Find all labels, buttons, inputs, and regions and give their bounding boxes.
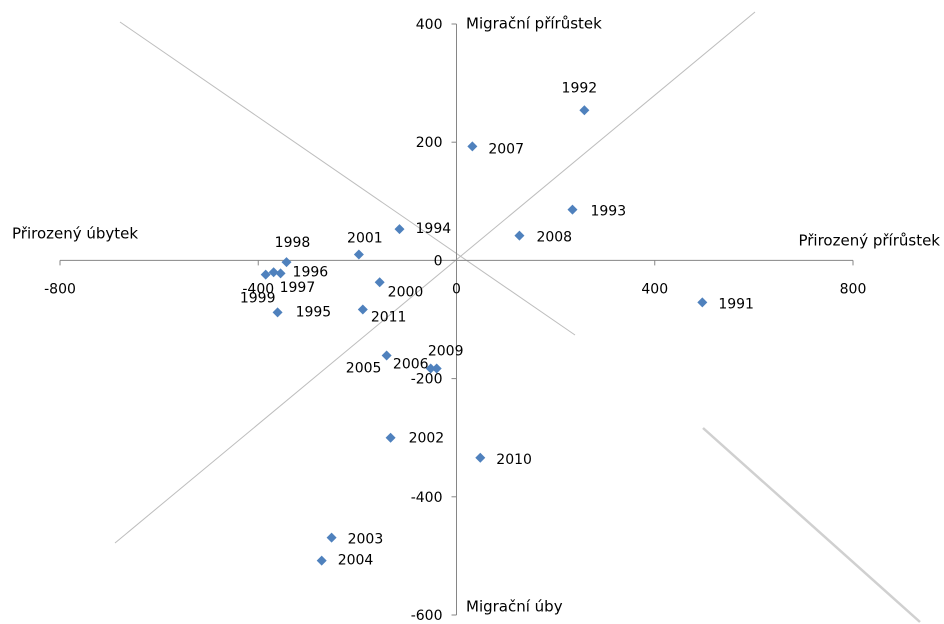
point — [272, 307, 283, 318]
x-tick-label: 400 — [641, 281, 668, 297]
point — [281, 257, 292, 268]
x-tick-label: -800 — [44, 281, 76, 297]
point — [579, 105, 590, 116]
point — [260, 269, 271, 280]
point — [697, 297, 708, 308]
point — [567, 204, 578, 215]
point — [467, 141, 478, 152]
y-tick-label: -200 — [411, 372, 443, 388]
point-label: 1992 — [562, 80, 598, 96]
y-tick-label: 400 — [416, 17, 443, 33]
point-label: 1998 — [275, 235, 311, 251]
point — [514, 230, 525, 241]
point-label: 2003 — [348, 532, 384, 548]
point-label: 2011 — [371, 309, 407, 325]
point-label: 2001 — [347, 230, 383, 246]
point — [385, 432, 396, 443]
y-axis-label-top: Migrační přírůstek — [466, 15, 602, 33]
point-label: 2007 — [488, 141, 524, 157]
diagonal-line — [119, 21, 576, 336]
point-label: 1996 — [293, 264, 329, 280]
point-label: 2008 — [536, 230, 572, 246]
point-label: 2000 — [388, 284, 424, 300]
point-label: 1995 — [296, 304, 332, 320]
point — [326, 532, 337, 543]
point-label: 2006 — [393, 357, 429, 373]
point — [475, 452, 486, 463]
point — [316, 555, 327, 566]
x-tick-label: 0 — [452, 281, 461, 297]
point-label: 2010 — [496, 452, 532, 468]
point-label: 1993 — [590, 204, 626, 220]
point — [374, 277, 385, 288]
y-axis-label-bottom: Migrační úby — [466, 598, 563, 616]
point — [425, 363, 436, 374]
point-label: 2004 — [338, 553, 374, 569]
point-label: 1994 — [416, 221, 452, 237]
point — [275, 268, 286, 279]
point — [431, 363, 442, 374]
y-tick-label: -400 — [411, 490, 443, 506]
y-tick-label: -600 — [411, 608, 443, 624]
point — [353, 249, 364, 260]
y-tick-label: 200 — [416, 135, 443, 151]
point — [357, 304, 368, 315]
point-label: 1997 — [280, 280, 316, 296]
point — [268, 267, 279, 278]
x-tick-label: 800 — [840, 281, 867, 297]
point-label: 2005 — [346, 361, 382, 377]
point-label: 2009 — [428, 344, 464, 360]
point — [394, 224, 405, 235]
point — [381, 350, 392, 361]
x-tick-label: -400 — [242, 281, 274, 297]
x-axis-label-right: Přirozený přírůstek — [798, 232, 940, 250]
x-axis-label-left: Přirozený úbytek — [12, 225, 138, 243]
y-tick-label: 0 — [434, 253, 443, 269]
point-label: 1999 — [240, 291, 276, 307]
point-label: 1991 — [718, 296, 754, 312]
point-label: 2002 — [409, 431, 445, 447]
diagonal-line — [702, 427, 921, 623]
diagonal-line — [114, 11, 756, 544]
